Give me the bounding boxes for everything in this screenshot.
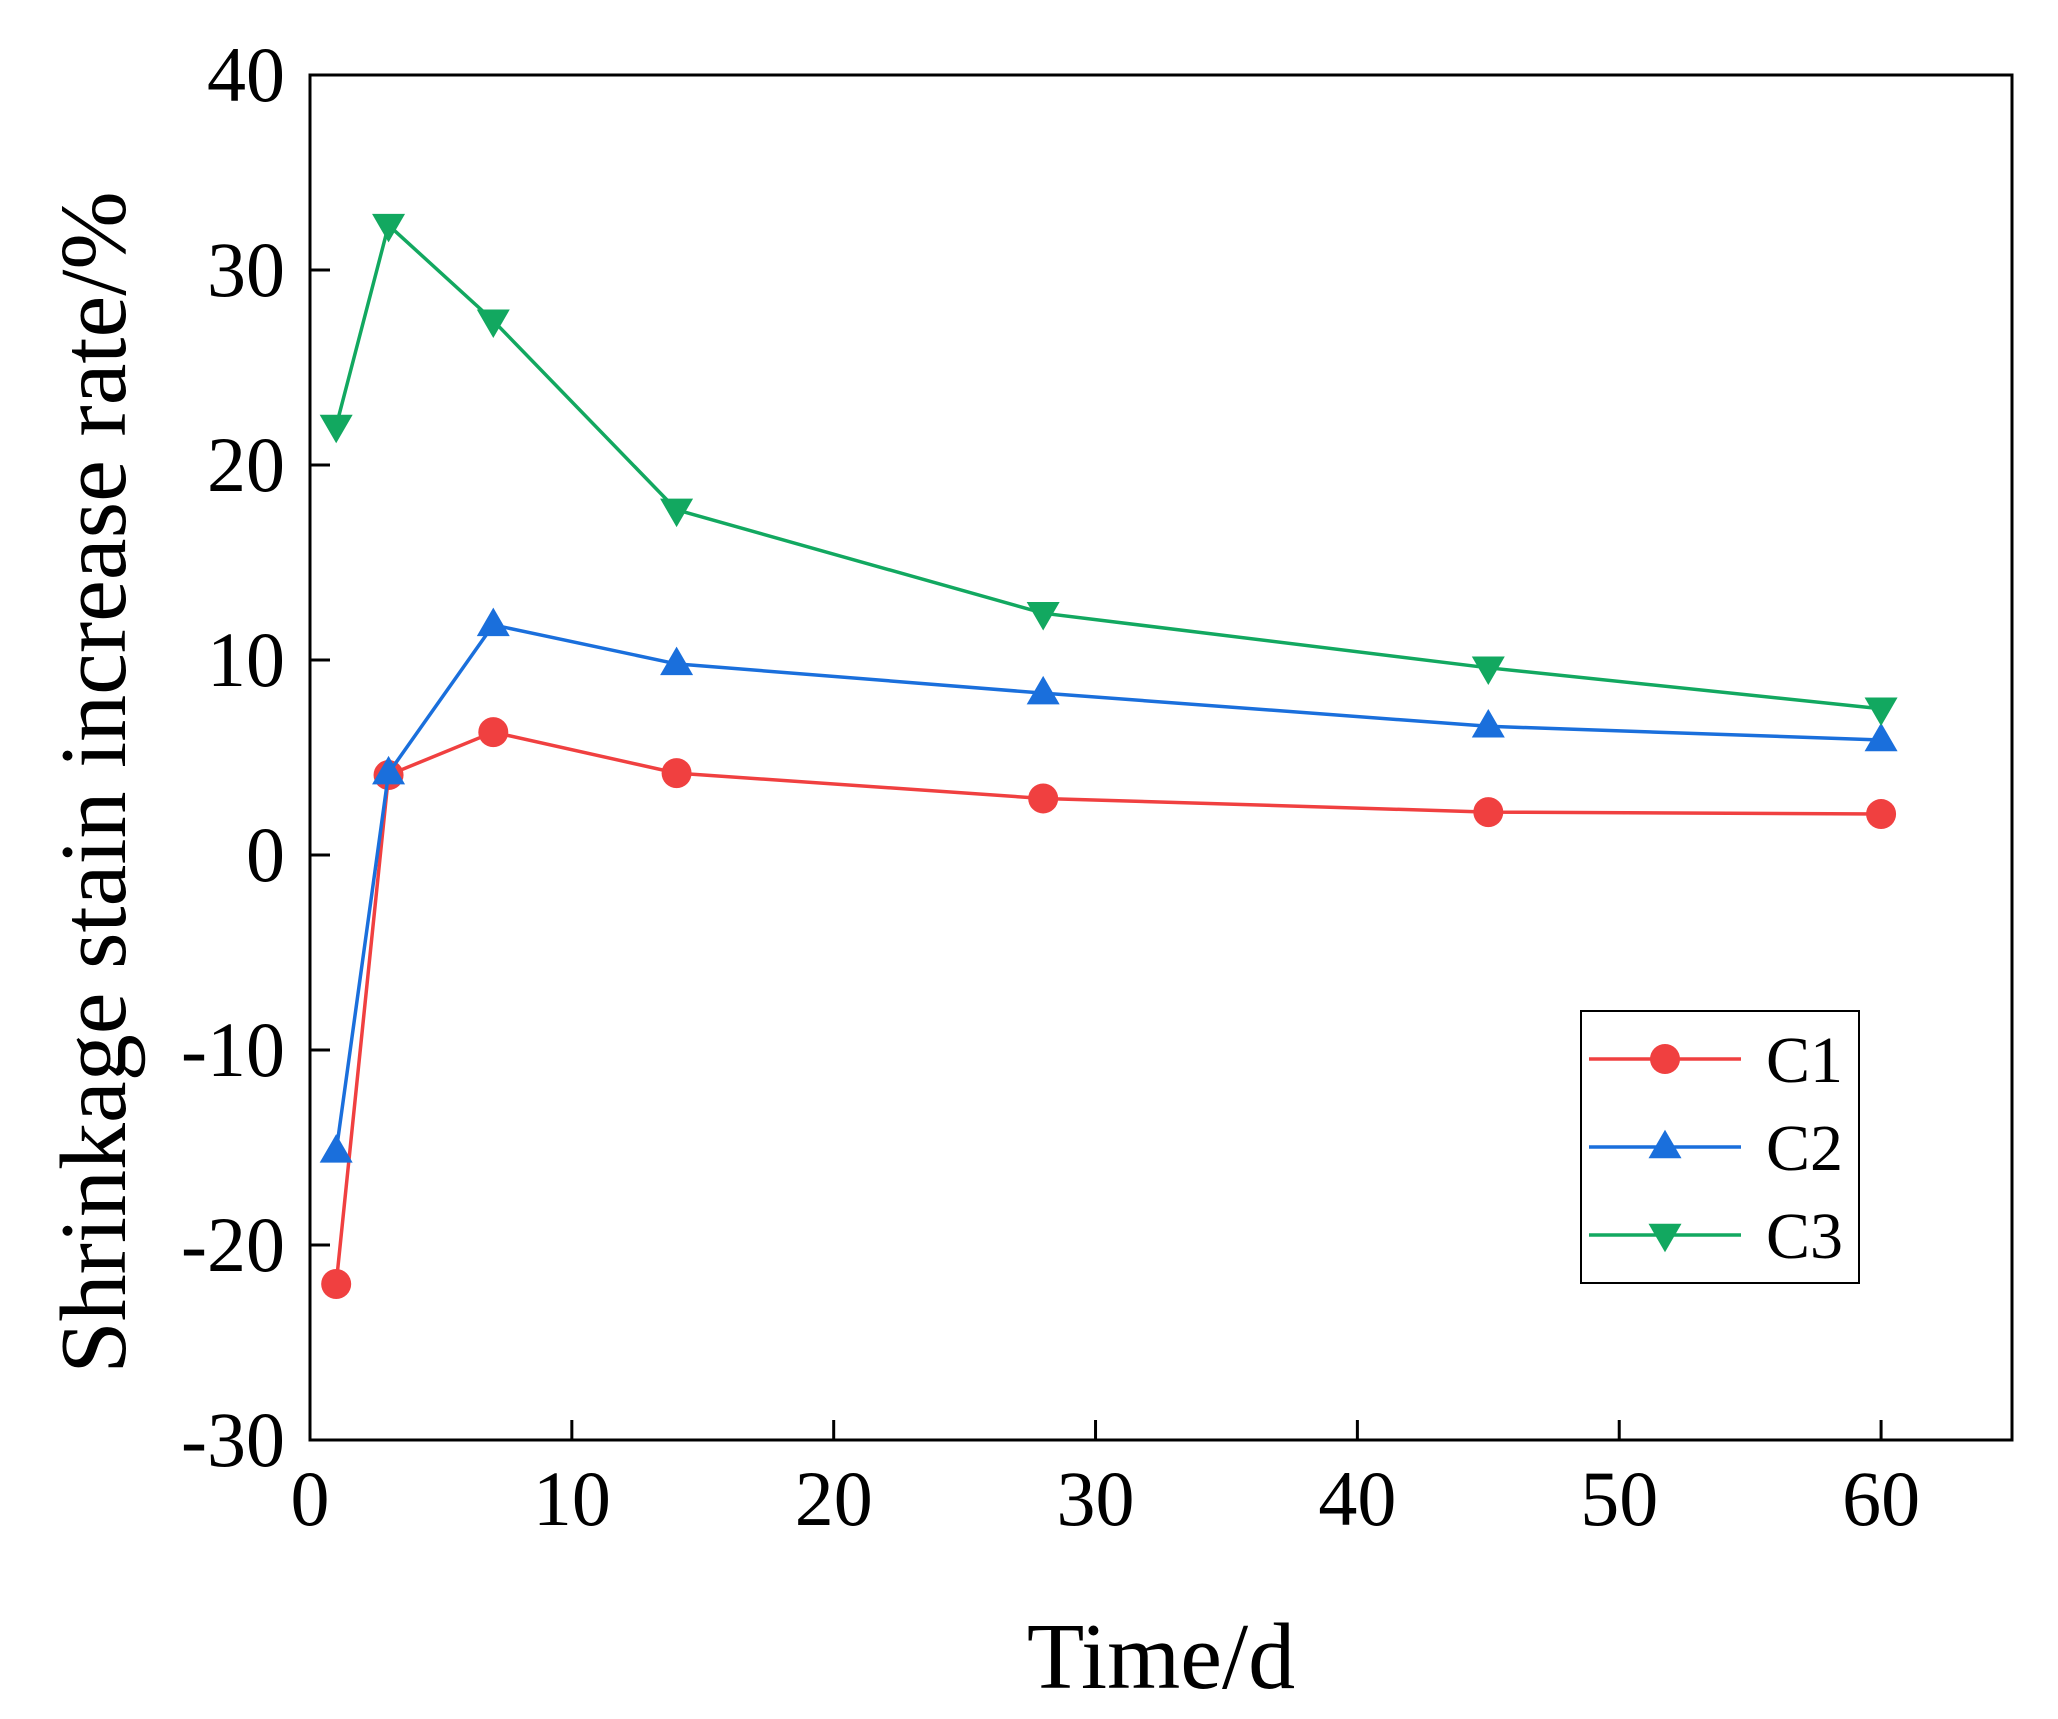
data-point-c3 xyxy=(1471,656,1505,686)
data-point-c1 xyxy=(321,1269,352,1299)
data-point-c2 xyxy=(1026,675,1060,705)
data-point-c2 xyxy=(372,755,406,785)
data-point-c2 xyxy=(1864,722,1898,752)
y-tick-label: -30 xyxy=(181,1396,285,1483)
x-axis-title: Time/d xyxy=(1027,1605,1295,1709)
series-c2 xyxy=(319,607,1898,1163)
data-point-c3 xyxy=(1026,601,1060,631)
plot-frame xyxy=(308,73,2014,1442)
legend-item-c2: C2 xyxy=(1589,1112,1843,1185)
legend-marker xyxy=(1650,1044,1680,1074)
data-point-c2 xyxy=(476,607,510,637)
y-tick-label: 40 xyxy=(207,31,285,118)
legend-label: C1 xyxy=(1766,1024,1843,1097)
x-tick-label: 30 xyxy=(1057,1455,1135,1542)
y-tick-label: 30 xyxy=(207,226,285,313)
legend-item-c1: C1 xyxy=(1589,1024,1843,1097)
data-point-c3 xyxy=(660,498,694,528)
data-point-c2 xyxy=(660,646,694,676)
data-point-c3 xyxy=(1864,697,1898,726)
y-tick-label: 10 xyxy=(207,616,285,703)
data-point-c2 xyxy=(319,1134,353,1163)
data-point-c1 xyxy=(1028,783,1059,814)
legend-marker xyxy=(1648,1129,1682,1159)
x-tick-label: 40 xyxy=(1318,1455,1396,1542)
y-tick-label: 20 xyxy=(207,421,285,508)
data-point-c1 xyxy=(661,758,692,789)
data-point-c3 xyxy=(372,213,406,243)
y-tick-label: 0 xyxy=(246,811,285,898)
x-tick-label: 0 xyxy=(291,1455,330,1542)
data-point-c1 xyxy=(478,717,509,748)
legend-marker xyxy=(1648,1223,1682,1253)
series-c3 xyxy=(319,213,1898,726)
data-point-c3 xyxy=(319,414,353,444)
y-tick-label: -10 xyxy=(181,1006,285,1093)
y-axis-title: Shrinkage stain increase rate/% xyxy=(42,191,146,1373)
series-line-c3 xyxy=(334,221,1882,711)
data-point-c1 xyxy=(1866,799,1897,830)
x-tick-label: 50 xyxy=(1580,1455,1658,1542)
data-point-c3 xyxy=(476,309,510,338)
legend-item-c3: C3 xyxy=(1589,1200,1843,1273)
legend-label: C2 xyxy=(1766,1112,1843,1185)
y-tick-label: -20 xyxy=(181,1201,285,1288)
x-tick-label: 60 xyxy=(1842,1455,1920,1542)
data-point-c1 xyxy=(1473,797,1504,828)
legend-label: C3 xyxy=(1766,1200,1843,1273)
x-tick-label: 20 xyxy=(795,1455,873,1542)
data-point-c2 xyxy=(1471,709,1505,738)
x-tick-label: 10 xyxy=(533,1455,611,1542)
